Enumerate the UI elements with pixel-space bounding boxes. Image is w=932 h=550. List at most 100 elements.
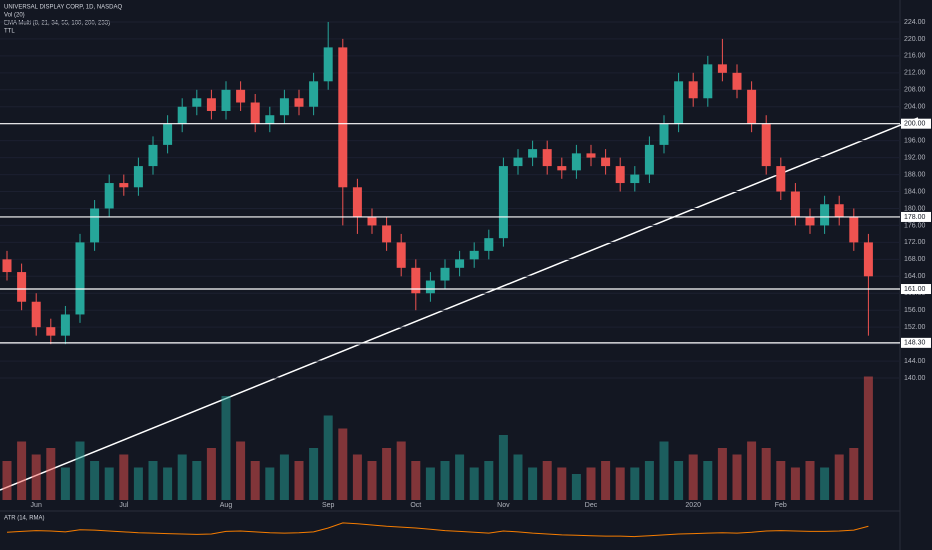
volume-bar [776, 461, 786, 500]
y-tick-label: 180.00 [904, 205, 926, 212]
volume-bar [31, 454, 41, 500]
y-tick-label: 140.00 [904, 375, 926, 382]
candle-body [659, 123, 669, 145]
y-tick-label: 188.00 [904, 171, 926, 178]
volume-bar [90, 461, 100, 500]
candle-body [513, 157, 523, 167]
volume-bar [148, 461, 158, 500]
candle-body [338, 47, 348, 188]
volume-bar [309, 448, 319, 500]
candle-body [148, 144, 158, 167]
candle-body [425, 280, 435, 294]
y-tick-label: 192.00 [904, 154, 926, 161]
candle-body [411, 267, 421, 294]
volume-bar [659, 441, 669, 500]
x-tick-label: Sep [322, 502, 335, 509]
volume-bar [60, 467, 70, 500]
x-tick-label: Feb [775, 502, 787, 509]
candle-body [46, 327, 56, 336]
candle-body [688, 81, 698, 99]
candle-body [747, 89, 757, 124]
volume-bar [411, 461, 421, 500]
y-tick-label: 212.00 [904, 70, 926, 77]
candle-body [805, 216, 815, 226]
volume-bar [601, 461, 611, 500]
atr-title: ATR (14, RMA) [4, 516, 45, 522]
candle-body [717, 64, 727, 73]
volume-bar [279, 454, 289, 500]
y-tick-label: 216.00 [904, 53, 926, 60]
volume-bar [352, 454, 362, 500]
candle-body [863, 242, 873, 277]
volume-bar [236, 441, 246, 500]
candle-body [163, 123, 173, 145]
candle-body [206, 98, 216, 111]
volume-bar [484, 461, 494, 500]
volume-bar [294, 461, 304, 500]
volume-bar [206, 448, 216, 500]
volume-bar [469, 467, 479, 500]
indicator-label: Vol (20) [4, 13, 25, 19]
indicator-label: TTL [4, 29, 15, 35]
candle-body [498, 166, 508, 239]
candle-body [674, 81, 684, 124]
volume-bar [2, 461, 12, 500]
volume-bar [630, 467, 640, 500]
candle-body [2, 259, 12, 273]
candle-body [119, 183, 129, 188]
chart-title: UNIVERSAL DISPLAY CORP, 1D, NASDAQ [4, 5, 122, 11]
volume-bar [586, 467, 596, 500]
volume-bar [46, 448, 56, 500]
y-tick-label: 220.00 [904, 36, 926, 43]
volume-bar [367, 461, 377, 500]
candle-body [528, 149, 538, 158]
level-tag [901, 211, 931, 222]
volume-bar [396, 441, 406, 500]
level-tag [901, 284, 931, 295]
y-tick-label: 144.00 [904, 358, 926, 365]
volume-bar [104, 467, 114, 500]
candle-body [732, 72, 742, 90]
candle-body [455, 259, 465, 268]
volume-bar [133, 467, 143, 500]
indicator-label: EMA Multi (8, 21, 34, 55, 100, 200, 233) [4, 21, 110, 27]
volume-bar [747, 441, 757, 500]
candle-body [17, 272, 27, 302]
y-tick-label: 152.00 [904, 324, 926, 331]
volume-bar [250, 461, 260, 500]
candle-body [644, 144, 654, 175]
x-tick-label: 2020 [685, 502, 701, 509]
level-label: 178.00 [904, 214, 926, 221]
volume-bar [644, 461, 654, 500]
volume-bar [177, 454, 187, 500]
volume-bar [119, 454, 129, 500]
volume-bar [761, 448, 771, 500]
x-tick-label: Nov [497, 502, 510, 509]
candle-body [192, 98, 202, 107]
y-tick-label: 176.00 [904, 222, 926, 229]
candle-body [104, 183, 114, 209]
x-tick-label: Jul [119, 502, 128, 509]
candle-body [790, 191, 800, 217]
volume-bar [382, 448, 392, 500]
volume-bar [498, 435, 508, 500]
candle-body [90, 208, 100, 243]
volume-bar [703, 461, 713, 500]
volume-bar [425, 467, 435, 500]
candle-body [382, 225, 392, 243]
candle-body [396, 242, 406, 268]
volume-bar [528, 467, 538, 500]
candle-body [250, 102, 260, 124]
candle-body [440, 267, 450, 281]
candle-body [557, 166, 567, 171]
volume-bar [455, 454, 465, 500]
volume-bar [265, 467, 275, 500]
candle-body [352, 187, 362, 217]
volume-bar [440, 461, 450, 500]
candle-body [367, 216, 377, 226]
volume-bar [688, 454, 698, 500]
y-tick-label: 164.00 [904, 273, 926, 280]
volume-bar [192, 461, 202, 500]
y-tick-label: 184.00 [904, 188, 926, 195]
